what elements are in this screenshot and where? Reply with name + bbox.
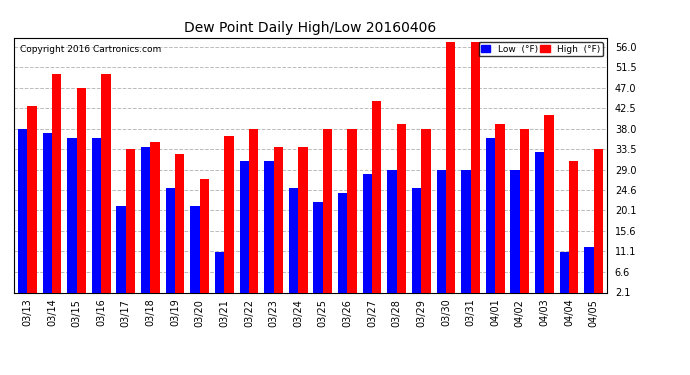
Bar [338,193,348,292]
Bar [486,138,495,292]
Bar [126,149,135,292]
Bar [437,170,446,292]
Bar [67,138,77,292]
Bar [593,149,603,292]
Bar [175,154,184,292]
Bar [446,42,455,292]
Bar [461,170,471,292]
Bar [412,188,422,292]
Bar [264,160,273,292]
Bar [323,129,332,292]
Text: Copyright 2016 Cartronics.com: Copyright 2016 Cartronics.com [20,45,161,54]
Bar [190,206,199,292]
Bar [422,129,431,292]
Title: Dew Point Daily High/Low 20160406: Dew Point Daily High/Low 20160406 [184,21,437,35]
Bar [560,252,569,292]
Bar [535,152,544,292]
Bar [387,170,397,292]
Bar [18,129,28,292]
Bar [52,74,61,292]
Bar [117,206,126,292]
Bar [511,170,520,292]
Bar [348,129,357,292]
Bar [215,252,224,292]
Bar [298,147,308,292]
Bar [199,179,209,292]
Bar [239,160,249,292]
Bar [495,124,504,292]
Bar [101,74,110,292]
Bar [544,115,554,292]
Bar [569,160,578,292]
Bar [273,147,283,292]
Bar [249,129,258,292]
Legend: Low  (°F), High  (°F): Low (°F), High (°F) [479,42,602,56]
Bar [584,248,593,292]
Bar [520,129,529,292]
Bar [289,188,298,292]
Bar [372,101,382,292]
Bar [313,202,323,292]
Bar [43,133,52,292]
Bar [224,136,234,292]
Bar [141,147,150,292]
Bar [92,138,101,292]
Bar [77,88,86,292]
Bar [150,142,160,292]
Bar [363,174,372,292]
Bar [471,42,480,292]
Bar [28,106,37,292]
Bar [397,124,406,292]
Bar [166,188,175,292]
